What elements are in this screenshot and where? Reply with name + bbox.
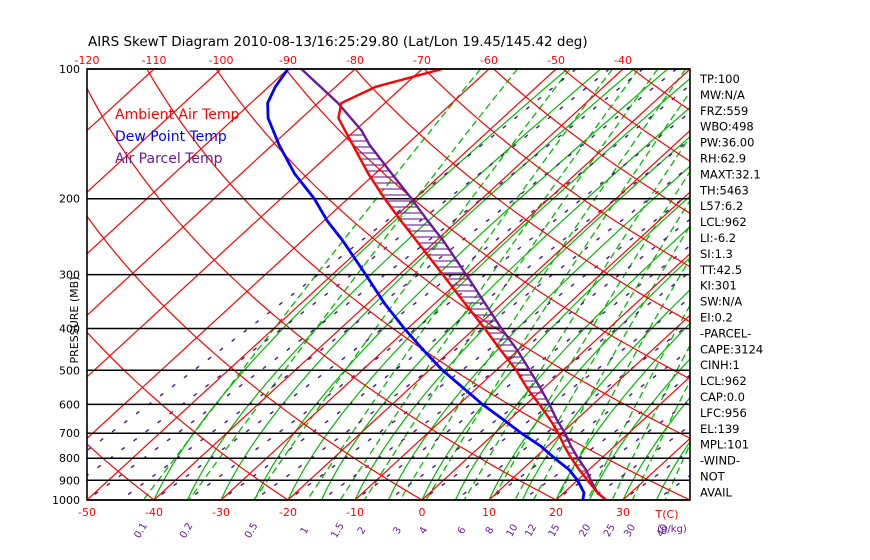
parameter-line-16: -PARCEL- (700, 326, 751, 340)
parameter-line-2: FRZ:559 (700, 104, 748, 118)
parameter-line-6: MAXT:32.1 (700, 167, 761, 181)
top-temp-tick: -40 (614, 54, 632, 67)
dewpoint-temperature-curve (266, 69, 586, 500)
parameter-line-18: CINH:1 (700, 358, 740, 372)
pressure-tick: 900 (59, 474, 80, 487)
parameter-line-12: TT:42.5 (699, 263, 742, 277)
legend-item-0: Ambient Air Temp (115, 107, 240, 123)
pressure-tick: 600 (59, 398, 80, 411)
pressure-tick: 500 (59, 364, 80, 377)
parameter-line-9: LCL:962 (700, 215, 747, 229)
parameter-line-1: MW:N/A (700, 88, 745, 102)
parameter-line-15: EI:0.2 (700, 311, 733, 325)
top-temp-tick: -70 (413, 54, 431, 67)
ambient-temperature-curve (337, 69, 608, 500)
legend-item-1: Dew Point Temp (115, 129, 227, 145)
plot-border (86, 68, 691, 501)
top-temp-tick: -110 (142, 54, 167, 67)
bottom-temp-tick: -50 (78, 506, 96, 519)
y-axis-label: PRESSURE (MB) (68, 277, 81, 364)
parameter-line-11: SI:1.3 (700, 247, 733, 261)
pressure-tick: 800 (59, 452, 80, 465)
top-temperature-axis: -120 -110 -100 -90 -80 -70 -60 -50 -40 (75, 54, 632, 67)
top-temp-tick: -100 (209, 54, 234, 67)
parameter-line-3: WBO:498 (700, 120, 754, 134)
pressure-tick: 200 (59, 193, 80, 206)
bottom-temp-tick: -10 (346, 506, 364, 519)
bottom-temp-tick: 30 (616, 506, 630, 519)
parameter-line-22: EL:139 (700, 422, 740, 436)
top-temp-tick: -50 (547, 54, 565, 67)
parameter-line-13: KI:301 (700, 279, 737, 293)
bottom-temp-tick: 20 (549, 506, 563, 519)
bottom-temp-tick: 0 (419, 506, 426, 519)
parameter-line-17: CAPE:3124 (700, 342, 763, 356)
parameter-line-7: TH:5463 (699, 183, 749, 197)
mixing-ratio-tick: 3 (391, 525, 404, 536)
parameter-line-0: TP:100 (699, 72, 740, 86)
parameter-line-19: LCL:962 (700, 374, 747, 388)
bottom-temp-tick: -20 (279, 506, 297, 519)
parameter-line-14: SW:N/A (700, 295, 742, 309)
bottom-temperature-axis: -50 -40 -30 -20 -10 0 10 20 30 (78, 506, 630, 519)
parameter-line-24: -WIND- (700, 454, 740, 468)
mixing-ratio-tick: 6 (456, 525, 469, 536)
page-title: AIRS SkewT Diagram 2010-08-13/16:25:29.8… (88, 34, 588, 50)
parameter-panel: TP:100 MW:N/A FRZ:559 WBO:498 PW:36.00 RH:62.… (699, 72, 763, 499)
top-temp-tick: -60 (480, 54, 498, 67)
pressure-axis: 100 200 300 400 500 600 700 800 900 1000 (52, 63, 80, 507)
legend-item-2: Air Parcel Temp (115, 151, 223, 167)
pressure-tick: 100 (59, 63, 80, 76)
parcel-temperature-curve (300, 69, 608, 500)
parameter-line-10: LI:-6.2 (700, 231, 736, 245)
top-temp-tick: -90 (279, 54, 297, 67)
parameter-line-25: NOT (700, 470, 726, 484)
pressure-tick: 700 (59, 427, 80, 440)
parameter-line-26: AVAIL (700, 485, 733, 499)
x-axis-label-temp: T(C) (655, 508, 679, 521)
bottom-temp-tick: 10 (482, 506, 496, 519)
mixing-ratio-tick: 2 (356, 525, 369, 536)
parameter-line-4: PW:36.00 (700, 136, 754, 150)
bottom-temp-tick: -30 (212, 506, 230, 519)
parameter-line-23: MPL:101 (700, 438, 749, 452)
bottom-temp-tick: -40 (145, 506, 163, 519)
parameter-line-21: LFC:956 (700, 406, 747, 420)
parameter-line-20: CAP:0.0 (700, 390, 745, 404)
top-temp-tick: -120 (75, 54, 100, 67)
pressure-tick: 400 (59, 322, 80, 335)
mixing-ratio-tick: 4 (418, 525, 431, 536)
legend: Ambient Air Temp Dew Point Temp Air Parcel… (115, 107, 240, 167)
mixing-ratio-tick: 1 (299, 525, 312, 536)
pressure-tick: 1000 (52, 494, 80, 507)
x-axis-label-mixing: (g/kg) (657, 524, 687, 535)
top-temp-tick: -80 (346, 54, 364, 67)
mixing-ratio-tick: 8 (484, 525, 497, 536)
parameter-line-8: L57:6.2 (700, 199, 743, 213)
pressure-tick: 300 (59, 269, 80, 282)
parameter-line-5: RH:62.9 (700, 152, 746, 166)
